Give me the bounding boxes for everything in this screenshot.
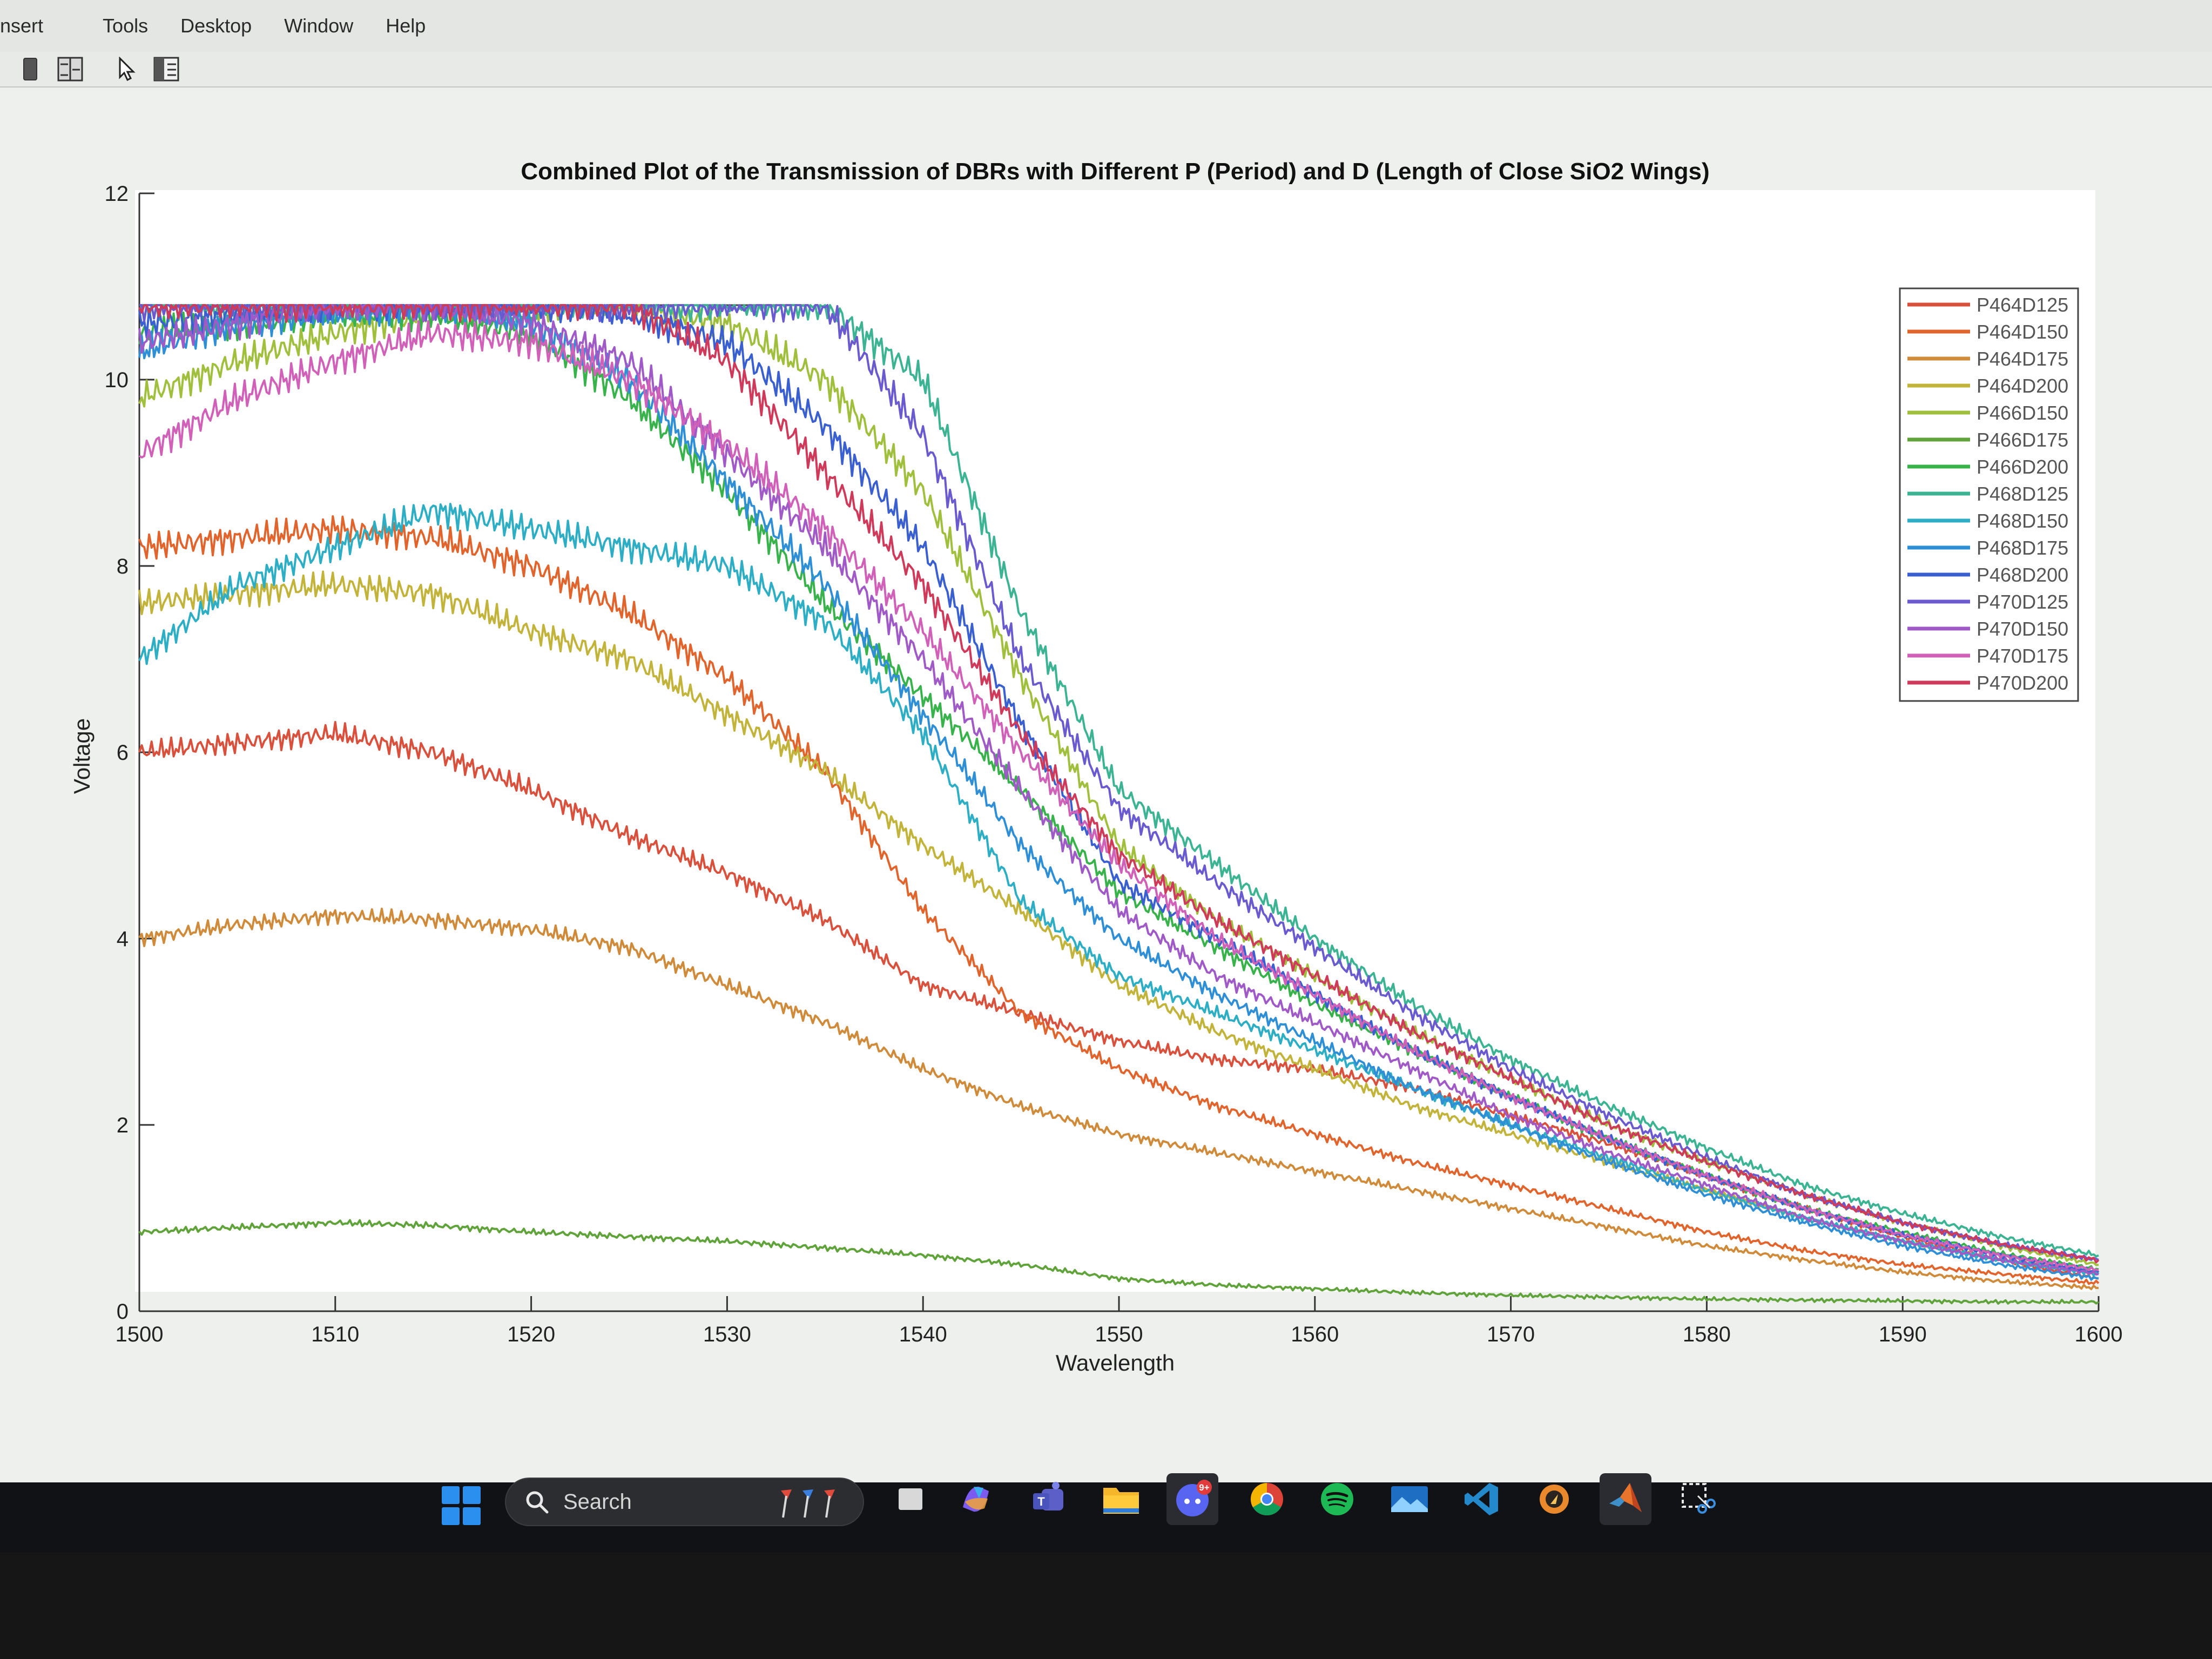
dock-figure-icon[interactable]	[16, 55, 44, 83]
file-explorer-icon[interactable]	[1095, 1473, 1147, 1525]
legend-entry: P470D125	[1977, 591, 2068, 613]
y-tick-label: 10	[105, 368, 129, 392]
discord-icon[interactable]: 9+	[1166, 1473, 1218, 1525]
select-pointer-icon[interactable]	[112, 55, 140, 83]
legend[interactable]: P464D125 P464D150 P464D175 P464D200 P466D150…	[1899, 287, 2079, 702]
series-line-P468D175	[138, 304, 2099, 1281]
spotify-icon[interactable]	[1311, 1473, 1363, 1525]
y-tick-label: 2	[117, 1114, 129, 1137]
y-tick-label: 0	[117, 1300, 129, 1324]
teams-icon[interactable]: T	[1023, 1473, 1075, 1525]
legend-entry: P470D150	[1977, 618, 2068, 640]
series-line-P466D175	[138, 1219, 2100, 1305]
y-tick-label: 12	[105, 182, 129, 206]
search-highlight-icon	[781, 1489, 835, 1518]
legend-entry: P464D175	[1977, 348, 2068, 370]
menubar: nsert Tools Desktop Window Help	[0, 0, 2212, 53]
svg-text:T: T	[1037, 1495, 1045, 1508]
series-line-P470D200	[138, 304, 2100, 1264]
series-group	[138, 304, 2100, 1305]
x-tick-label: 1590	[1879, 1323, 1927, 1346]
x-tick-label: 1520	[507, 1323, 555, 1346]
legend-entry: P468D125	[1977, 483, 2068, 505]
legend-entry: P464D150	[1977, 321, 2068, 343]
search-label: Search	[563, 1489, 632, 1514]
menu-insert[interactable]: nsert	[0, 15, 44, 37]
plot-area	[135, 190, 2095, 1292]
menu-tools[interactable]: Tools	[103, 15, 149, 37]
monitor-bezel	[0, 1553, 2212, 1659]
series-line-P468D150	[138, 503, 2100, 1277]
y-tick-label: 4	[117, 927, 129, 951]
series-line-P464D150	[138, 515, 2100, 1285]
notification-badge: 9+	[1199, 1482, 1209, 1493]
legend-entry: P464D125	[1977, 294, 2068, 316]
legend-entry: P466D150	[1977, 402, 2068, 424]
series-line-P464D175	[138, 907, 2099, 1290]
file-manager-icon[interactable]	[885, 1473, 936, 1525]
legend-entry: P468D200	[1977, 564, 2068, 586]
x-tick-label: 1570	[1487, 1323, 1535, 1346]
series-line-P470D150	[138, 304, 2099, 1276]
figure-toolbar	[0, 52, 2212, 87]
chart-title: Combined Plot of the Transmission of DBR…	[521, 158, 1709, 185]
start-button[interactable]	[442, 1486, 481, 1525]
legend-entry: P468D150	[1977, 510, 2068, 532]
app-icon[interactable]	[1528, 1473, 1580, 1525]
property-editor-icon[interactable]	[56, 55, 84, 83]
y-tick-label: 8	[117, 555, 129, 578]
legend-entry: P464D200	[1977, 375, 2068, 397]
x-axis-label: Wavelength	[1056, 1350, 1175, 1375]
chrome-icon[interactable]	[1241, 1473, 1293, 1525]
layout-panel-icon[interactable]	[152, 55, 180, 83]
x-tick-label: 1580	[1683, 1323, 1731, 1346]
menu-window[interactable]: Window	[284, 15, 354, 37]
y-tick-label: 6	[117, 741, 129, 765]
y-axis-label: Voltage	[69, 718, 95, 794]
x-tick-label: 1530	[703, 1323, 751, 1346]
taskbar-search[interactable]: Search	[505, 1478, 864, 1526]
legend-entry: P470D175	[1977, 645, 2068, 667]
x-tick-label: 1550	[1095, 1323, 1143, 1346]
vscode-icon[interactable]	[1456, 1473, 1508, 1525]
copilot-icon[interactable]	[950, 1473, 1002, 1525]
search-icon	[526, 1491, 549, 1514]
x-tick-label: 1560	[1291, 1323, 1339, 1346]
legend-entry: P466D175	[1977, 429, 2068, 451]
legend-entry: P466D200	[1977, 456, 2068, 478]
menu-desktop[interactable]: Desktop	[180, 15, 252, 37]
x-tick-label: 1510	[311, 1323, 359, 1346]
matlab-icon[interactable]	[1600, 1473, 1651, 1525]
photos-icon[interactable]	[1384, 1473, 1435, 1525]
x-tick-label: 1500	[116, 1323, 164, 1346]
chart: Combined Plot of the Transmission of DBR…	[69, 158, 2123, 1375]
x-tick-label: 1600	[2075, 1323, 2123, 1346]
legend-entry: P470D200	[1977, 672, 2068, 694]
legend-entry: P468D175	[1977, 537, 2068, 559]
x-tick-label: 1540	[899, 1323, 947, 1346]
snipping-tool-icon[interactable]	[1672, 1473, 1724, 1525]
menu-help[interactable]: Help	[386, 15, 426, 37]
